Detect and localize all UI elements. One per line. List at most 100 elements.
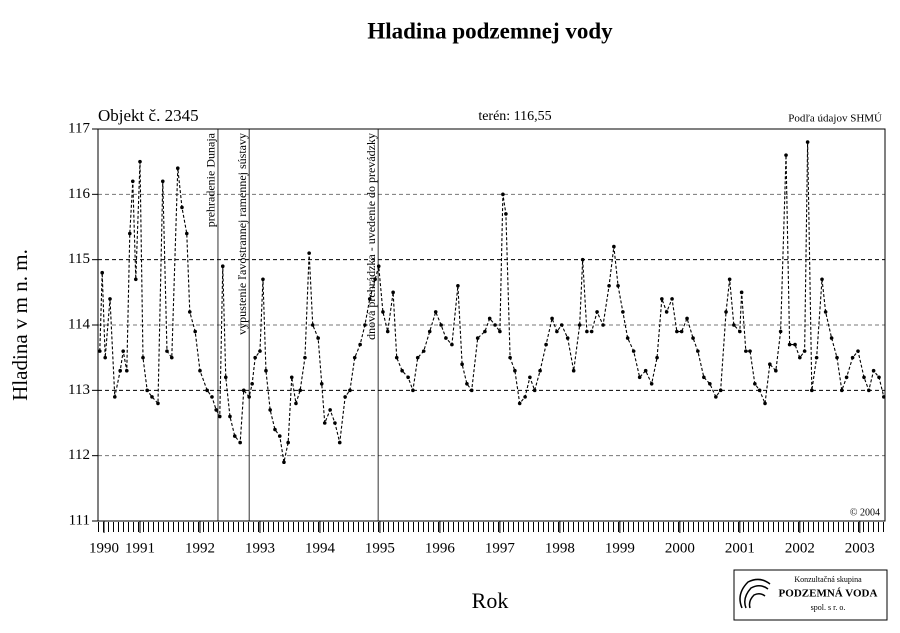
- data-point: [193, 329, 197, 334]
- data-point: [223, 375, 228, 380]
- data-point: [753, 382, 757, 386]
- data-point: [258, 349, 262, 353]
- data-point: [675, 329, 679, 334]
- data-point: [150, 395, 154, 399]
- data-point: [298, 388, 302, 393]
- object-label: Objekt č. 2345: [98, 106, 199, 125]
- data-point: [768, 362, 772, 367]
- data-point: [487, 316, 492, 321]
- data-point: [882, 395, 886, 399]
- data-point: [303, 355, 307, 360]
- data-point: [814, 355, 819, 360]
- data-point: [210, 395, 214, 399]
- data-point: [343, 395, 347, 399]
- data-point: [469, 388, 474, 393]
- data-point: [328, 408, 332, 412]
- data-point: [835, 355, 839, 360]
- data-point: [784, 153, 788, 157]
- data-point: [316, 336, 320, 340]
- data-point: [513, 368, 517, 373]
- data-point: [184, 231, 189, 236]
- data-point: [460, 362, 464, 367]
- logo-icon: [739, 578, 771, 609]
- x-tick-label: 1997: [485, 540, 516, 556]
- y-tick-label: 113: [68, 382, 90, 398]
- logo-line: Konzultačná skupina: [794, 575, 862, 584]
- data-point: [850, 355, 855, 360]
- data-point: [621, 310, 625, 314]
- data-point: [877, 375, 881, 380]
- data-point: [523, 395, 527, 399]
- data-point: [696, 349, 700, 353]
- data-point: [498, 329, 502, 334]
- logo-line: PODZEMNÁ VODA: [779, 588, 878, 600]
- data-point: [214, 408, 218, 412]
- data-point: [840, 388, 844, 393]
- data-point: [787, 342, 792, 347]
- data-point: [444, 336, 448, 340]
- data-point: [823, 310, 828, 314]
- data-point: [391, 290, 395, 295]
- data-point: [217, 414, 222, 419]
- data-point: [508, 355, 512, 360]
- data-point: [774, 368, 778, 373]
- x-tick-label: 1994: [305, 540, 336, 556]
- data-point: [550, 316, 554, 321]
- x-tick-label: 2002: [785, 540, 815, 556]
- data-point: [141, 355, 145, 360]
- data-point: [220, 264, 225, 269]
- data-point: [637, 375, 642, 380]
- data-point: [738, 329, 742, 334]
- data-point: [138, 159, 142, 164]
- event-label: dnová prehrádzka - uvedenie do prevádzky: [364, 133, 378, 340]
- data-point: [277, 434, 282, 438]
- data-point: [307, 251, 311, 255]
- terrain-label: terén: 116,55: [478, 109, 551, 124]
- data-point: [264, 368, 268, 373]
- data-point: [732, 323, 736, 327]
- data-point: [175, 166, 180, 170]
- data-point: [649, 382, 654, 386]
- data-point: [310, 323, 315, 327]
- data-point: [373, 277, 377, 282]
- x-tick-label: 1996: [425, 540, 456, 556]
- y-tick-label: 115: [68, 251, 90, 267]
- data-point: [238, 440, 242, 445]
- data-point: [532, 388, 537, 393]
- data-point: [289, 375, 294, 380]
- data-point: [724, 310, 728, 314]
- data-point: [555, 329, 559, 334]
- x-tick-label: 1991: [125, 540, 155, 556]
- data-point: [322, 421, 327, 425]
- data-point: [616, 284, 620, 288]
- data-point: [130, 179, 135, 184]
- data-point: [319, 382, 324, 386]
- y-tick-label: 112: [68, 447, 90, 463]
- data-point: [376, 264, 381, 269]
- event-label: prehradenie Dunaja: [204, 132, 218, 227]
- source-label: Podľa údajov SHMÚ: [788, 113, 882, 125]
- data-point: [559, 323, 564, 327]
- x-tick-label: 2000: [665, 540, 695, 556]
- data-point: [856, 349, 860, 353]
- data-point: [358, 342, 362, 347]
- data-point: [820, 277, 824, 282]
- data-point: [757, 388, 762, 393]
- data-point: [607, 284, 611, 288]
- data-point: [427, 329, 432, 334]
- logo-line: spol. s r. o.: [811, 603, 846, 612]
- data-point: [685, 316, 689, 321]
- data-point: [867, 388, 871, 393]
- series-line: [99, 142, 885, 463]
- data-point: [282, 460, 286, 465]
- data-point: [744, 349, 748, 353]
- data-point: [406, 375, 410, 380]
- data-point: [844, 375, 849, 380]
- y-tick-label: 114: [68, 316, 90, 332]
- chart-title: Hladina podzemnej vody: [367, 18, 613, 43]
- logo: Konzultačná skupina PODZEMNÁ VODA spol. …: [733, 569, 888, 621]
- data-point: [165, 349, 169, 353]
- y-axis-label: Hladina v m n. m.: [8, 249, 32, 401]
- data-point: [450, 342, 454, 347]
